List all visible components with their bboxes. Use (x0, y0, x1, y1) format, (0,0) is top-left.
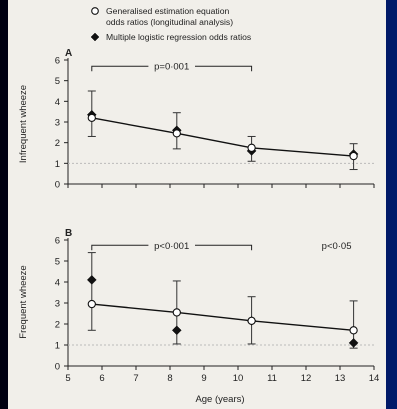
panel-b-y-tick-label: 0 (55, 362, 60, 373)
panel-b-trend-line (91, 303, 354, 331)
panel-a-significance-bracket (91, 65, 253, 72)
panel-b-logistic-point (86, 275, 97, 285)
x-tick-label: 8 (167, 373, 172, 384)
panel-a-p-value-label: p=0·001 (154, 62, 189, 73)
x-tick-label: 13 (335, 373, 346, 384)
panel-b-p-value-label: p<0·001 (154, 241, 189, 252)
panel-b-significance-bracket (91, 244, 253, 251)
panel-b-logistic-point (348, 338, 359, 348)
panel-a-y-tick-label: 1 (55, 159, 60, 170)
panel-b-y-tick-label: 2 (55, 320, 60, 331)
panel-a-trend-line (91, 117, 354, 157)
figure-paper (8, 0, 386, 409)
legend-open-circle-marker (91, 7, 99, 15)
panel-b-label: B (65, 228, 72, 239)
x-tick-label: 14 (369, 373, 380, 384)
panel-a-y-tick-label: 3 (55, 118, 60, 129)
x-tick-label: 12 (301, 373, 312, 384)
panel-a-y-tick-label: 2 (55, 138, 60, 149)
panel-a-y-axis-title: Infrequent wheeze (18, 85, 29, 163)
panel-b-gee-point (349, 326, 358, 335)
chart-legend: Generalised estimation equation odds rat… (90, 6, 251, 42)
panel-a-label: A (65, 48, 72, 59)
x-tick-label: 11 (267, 373, 277, 384)
legend-gee-line1: Generalised estimation equation (106, 6, 229, 16)
legend-filled-diamond-marker (90, 32, 100, 42)
x-tick-label: 7 (133, 373, 138, 384)
panel-a: A Infrequent wheeze 0 1 2 3 4 5 6 p=0·001 (18, 48, 375, 191)
legend-logistic-line1: Multiple logistic regression odds ratios (106, 32, 251, 42)
panel-b-y-tick-label: 4 (55, 278, 60, 289)
legend-gee-line2: odds ratios (longitudinal analysis) (106, 17, 233, 27)
x-tick-label: 5 (65, 373, 70, 384)
panel-a-gee-point (87, 113, 96, 123)
panel-a-gee-point (172, 129, 181, 138)
panel-a-y-tick-label: 6 (55, 56, 60, 67)
panel-b-y-axis-title: Frequent wheeze (18, 265, 29, 338)
panel-b-logistic-point (171, 325, 182, 336)
x-tick-label: 9 (201, 373, 206, 384)
panel-b-y-tick-label: 1 (55, 341, 60, 352)
panel-a-plot: 0 1 2 3 4 5 6 p=0·001 (55, 56, 375, 191)
panel-b-p-value-label: p<0·05 (322, 241, 352, 252)
panel-a-y-tick-label: 5 (55, 76, 60, 87)
panel-b-y-tick-label: 3 (55, 299, 60, 310)
panel-a-gee-point (247, 143, 256, 152)
panel-b-y-tick-label: 6 (55, 236, 60, 247)
panel-b-gee-point (247, 316, 256, 325)
panel-b-y-tick-label: 5 (55, 257, 60, 268)
panel-a-y-tick-label: 4 (55, 97, 60, 108)
x-axis-title: Age (years) (195, 394, 244, 405)
panel-a-y-tick-label: 0 (55, 180, 60, 191)
x-tick-label: 10 (233, 373, 244, 384)
panel-a-gee-point (349, 151, 358, 161)
panel-b-gee-point (172, 308, 181, 317)
panel-b-gee-point (87, 299, 96, 309)
x-tick-label: 6 (99, 373, 104, 384)
